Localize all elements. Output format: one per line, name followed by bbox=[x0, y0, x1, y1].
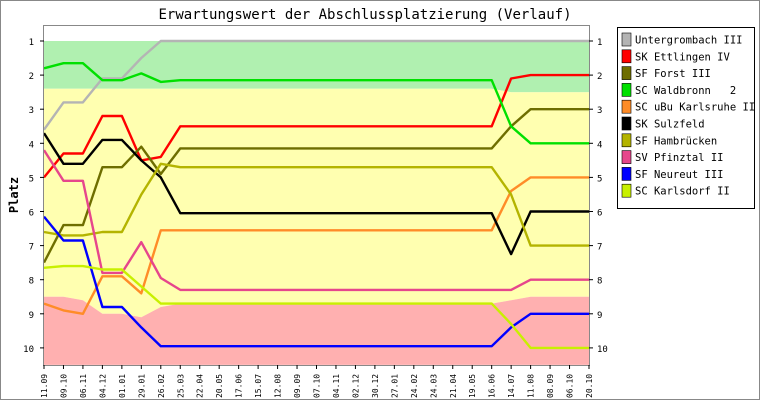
legend-label: SF Neureut III bbox=[635, 169, 724, 181]
y-ticks-left: 1 2 3 4 5 6 7 8 9 10 bbox=[23, 38, 44, 355]
x-tick-label: 26.02 bbox=[157, 374, 166, 398]
x-tick-label: 20.05 bbox=[215, 374, 224, 398]
x-tick-label: 25.03 bbox=[176, 374, 185, 398]
x-ticks: 11.09 09.10 06.11 04.12 01.01 29.01 26.02 25.03… bbox=[40, 365, 594, 398]
legend-swatch bbox=[621, 32, 632, 47]
legend-swatch bbox=[621, 49, 632, 64]
x-tick-label: 16.06 bbox=[488, 374, 497, 398]
y-tick-label-left: 10 bbox=[23, 345, 34, 355]
x-tick-label: 29.01 bbox=[137, 374, 146, 398]
legend-label: SK Sulzfeld bbox=[635, 119, 705, 131]
x-tick-label: 15.07 bbox=[254, 374, 263, 398]
y-ticks-right: 1 2 3 4 5 6 7 8 9 10 bbox=[589, 38, 608, 355]
lines-layer bbox=[42, 39, 589, 350]
y-tick-label-right: 3 bbox=[597, 106, 602, 116]
legend-label: SV Pfinztal II bbox=[635, 152, 724, 164]
legend-label: SC uBu Karlsruhe II bbox=[635, 102, 755, 114]
y-tick-label-right: 10 bbox=[597, 345, 608, 355]
y-tick-label-right: 5 bbox=[597, 174, 602, 184]
x-tick-label: 24.02 bbox=[410, 374, 419, 398]
x-tick-label: 08.09 bbox=[546, 374, 555, 398]
y-axis-title: Platz bbox=[7, 177, 21, 213]
series-line-8 bbox=[43, 215, 589, 348]
x-tick-label: 21.04 bbox=[449, 374, 458, 398]
x-tick-label: 22.04 bbox=[196, 374, 205, 398]
x-tick-label: 09.10 bbox=[59, 374, 68, 398]
chart-title: Erwartungswert der Abschlussplatzierung … bbox=[158, 7, 571, 23]
legend-swatch bbox=[621, 83, 632, 97]
legend-swatch bbox=[621, 99, 632, 114]
x-tick-label: 19.05 bbox=[468, 374, 477, 398]
zone-relegation bbox=[44, 296, 589, 365]
legend-label: SC Karlsdorf II bbox=[635, 186, 730, 198]
x-tick-label: 09.09 bbox=[293, 374, 302, 398]
y-tick-label-left: 7 bbox=[29, 243, 34, 253]
x-tick-label: 14.07 bbox=[507, 374, 516, 398]
series-line-1 bbox=[43, 73, 589, 179]
y-tick-label-right: 8 bbox=[597, 277, 602, 287]
legend-label: SK Ettlingen IV bbox=[635, 51, 731, 63]
series-line-7 bbox=[42, 149, 589, 292]
legend-swatch bbox=[621, 183, 632, 198]
legend: Untergrombach III SK Ettlingen IV SF Forst… bbox=[617, 27, 755, 209]
y-tick-label-right: 2 bbox=[597, 72, 602, 82]
y-tick-label-right: 7 bbox=[597, 243, 602, 253]
series-line-3 bbox=[43, 62, 589, 145]
y-tick-label-right: 6 bbox=[597, 209, 602, 219]
zones-layer bbox=[44, 41, 589, 365]
x-tick-label: 11.08 bbox=[527, 374, 536, 398]
x-tick-label: 02.12 bbox=[351, 374, 360, 398]
y-tick-label-left: 1 bbox=[29, 38, 34, 48]
y-tick-label-left: 8 bbox=[29, 277, 34, 287]
x-tick-label: 07.10 bbox=[313, 374, 322, 398]
series-line-4 bbox=[43, 176, 589, 315]
x-tick-label: 20.10 bbox=[585, 374, 594, 398]
x-tick-label: 30.12 bbox=[371, 374, 380, 398]
series-line-0 bbox=[43, 39, 589, 131]
series-line-6 bbox=[43, 162, 589, 247]
legend-label: Untergrombach III bbox=[635, 35, 742, 47]
legend-swatch bbox=[621, 66, 632, 80]
legend-label: SC Waldbronn 2 bbox=[635, 85, 736, 97]
y-tick-label-left: 5 bbox=[29, 174, 34, 184]
series-line-9 bbox=[43, 264, 589, 350]
x-tick-label: 27.01 bbox=[390, 374, 399, 398]
legend-swatch bbox=[621, 116, 632, 131]
y-tick-label-right: 1 bbox=[597, 38, 602, 48]
legend-swatch bbox=[621, 167, 632, 181]
x-tick-label: 24.03 bbox=[429, 374, 438, 398]
x-tick-label: 04.11 bbox=[332, 374, 341, 398]
y-tick-label-left: 4 bbox=[29, 140, 34, 150]
x-tick-label: 01.01 bbox=[118, 374, 127, 398]
series-line-5 bbox=[42, 132, 589, 256]
zone-midfield bbox=[44, 88, 589, 318]
y-tick-label-left: 3 bbox=[29, 106, 34, 116]
y-tick-label-left: 6 bbox=[29, 209, 34, 219]
x-tick-label: 17.06 bbox=[235, 374, 244, 398]
x-tick-label: 12.08 bbox=[274, 374, 283, 398]
x-tick-label: 06.11 bbox=[79, 374, 88, 398]
y-tick-label-right: 4 bbox=[597, 140, 602, 150]
x-tick-label: 04.12 bbox=[98, 374, 107, 398]
legend-swatch bbox=[621, 150, 632, 164]
legend-box bbox=[617, 27, 755, 209]
y-tick-label-right: 9 bbox=[597, 311, 602, 321]
y-tick-label-left: 2 bbox=[29, 72, 34, 82]
x-tick-label: 06.10 bbox=[566, 374, 575, 398]
legend-label: SF Hambrücken bbox=[635, 135, 717, 147]
x-tick-label: 11.09 bbox=[40, 374, 49, 398]
legend-label: SF Forst III bbox=[635, 68, 711, 80]
y-tick-label-left: 9 bbox=[29, 311, 34, 321]
legend-swatch bbox=[621, 133, 632, 148]
zone-promotion bbox=[44, 41, 589, 93]
